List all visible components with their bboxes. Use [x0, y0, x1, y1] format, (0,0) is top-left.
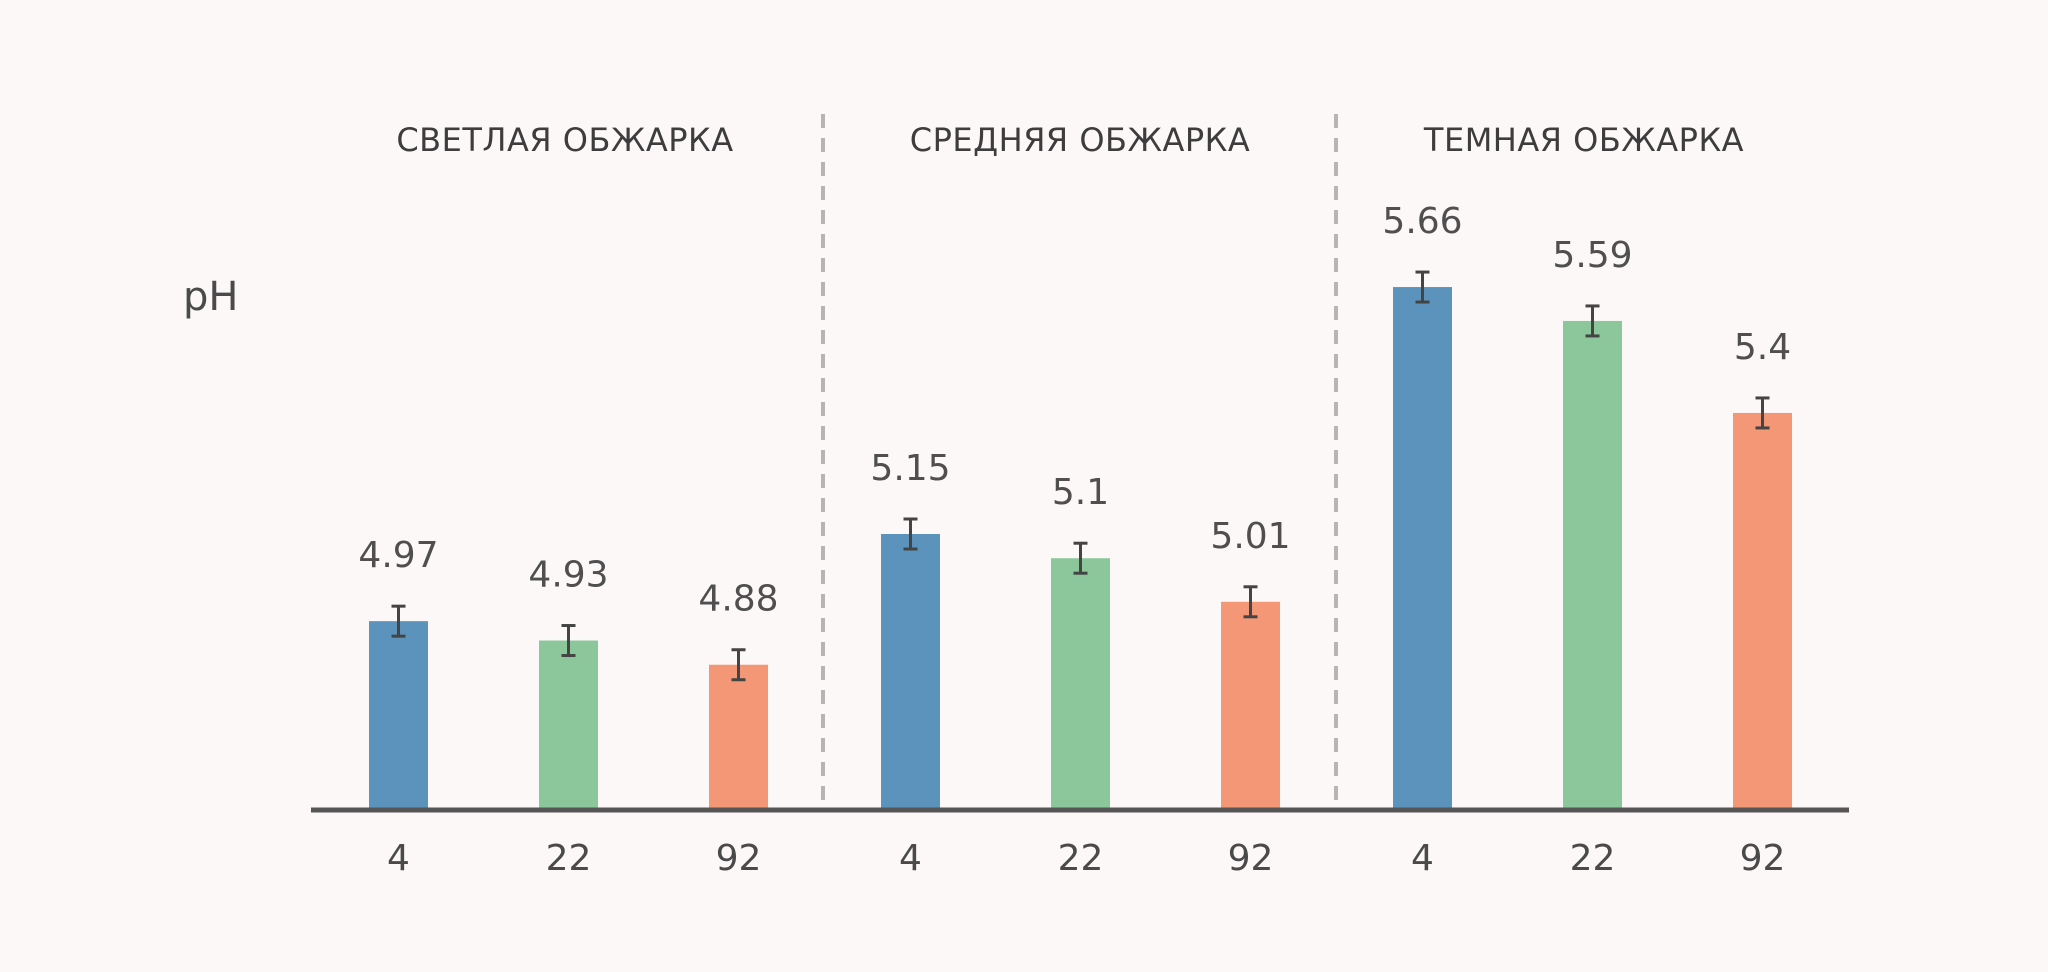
- x-tick-2-92: 92: [1228, 838, 1274, 879]
- error-bar-1-92: [731, 648, 746, 682]
- bar-3-4: [1393, 287, 1452, 811]
- error-bars: [391, 270, 1770, 682]
- x-tick-3-92: 92: [1740, 838, 1786, 879]
- value-label-1-22: 4.93: [528, 555, 608, 596]
- error-bar-3-22: [1585, 304, 1600, 338]
- error-bar-2-4: [903, 517, 918, 551]
- group-title-2: СРЕДНЯЯ ОБЖАРКА: [910, 121, 1250, 159]
- value-label-1-4: 4.97: [358, 535, 438, 576]
- group-title-3: ТЕМНАЯ ОБЖАРКА: [1423, 121, 1744, 159]
- error-bar-3-92: [1755, 396, 1770, 430]
- bars: [369, 287, 1792, 811]
- error-bar-2-92: [1243, 585, 1258, 619]
- value-label-2-22: 5.1: [1052, 472, 1109, 513]
- error-bar-1-4: [391, 604, 406, 638]
- bar-1-92: [709, 664, 768, 810]
- x-tick-2-4: 4: [899, 838, 922, 879]
- value-label-2-92: 5.01: [1210, 516, 1290, 557]
- bar-2-4: [881, 534, 940, 810]
- bar-3-22: [1563, 320, 1622, 810]
- value-label-2-4: 5.15: [870, 448, 950, 489]
- x-tick-3-22: 22: [1570, 838, 1616, 879]
- bar-2-22: [1051, 558, 1110, 810]
- x-tick-1-4: 4: [387, 838, 410, 879]
- x-tick-2-22: 22: [1058, 838, 1104, 879]
- value-label-3-22: 5.59: [1552, 235, 1632, 276]
- value-label-3-92: 5.4: [1734, 327, 1791, 368]
- error-bar-1-22: [561, 624, 576, 658]
- group-title-1: СВЕТЛАЯ ОБЖАРКА: [396, 121, 733, 159]
- bar-3-92: [1733, 412, 1792, 810]
- x-tick-labels: 4 22 92 4 22 92 4 22 92: [387, 838, 1785, 879]
- bar-1-4: [369, 621, 428, 810]
- error-bar-2-22: [1073, 541, 1088, 575]
- value-label-3-4: 5.66: [1382, 201, 1462, 242]
- value-labels: 4.97 4.93 4.88 5.15 5.1 5.01 5.66 5.59 5.4: [358, 201, 1791, 620]
- group-titles: СВЕТЛАЯ ОБЖАРКА СРЕДНЯЯ ОБЖАРКА ТЕМНАЯ ОБЖ…: [396, 121, 1744, 159]
- y-axis-label: pH: [183, 274, 238, 320]
- value-label-1-92: 4.88: [698, 579, 778, 620]
- group-dividers: [821, 114, 1338, 808]
- error-bar-3-4: [1415, 270, 1430, 304]
- x-tick-1-92: 92: [716, 838, 762, 879]
- bar-1-22: [539, 640, 598, 810]
- x-tick-3-4: 4: [1411, 838, 1434, 879]
- x-tick-1-22: 22: [546, 838, 592, 879]
- bar-2-92: [1221, 601, 1280, 810]
